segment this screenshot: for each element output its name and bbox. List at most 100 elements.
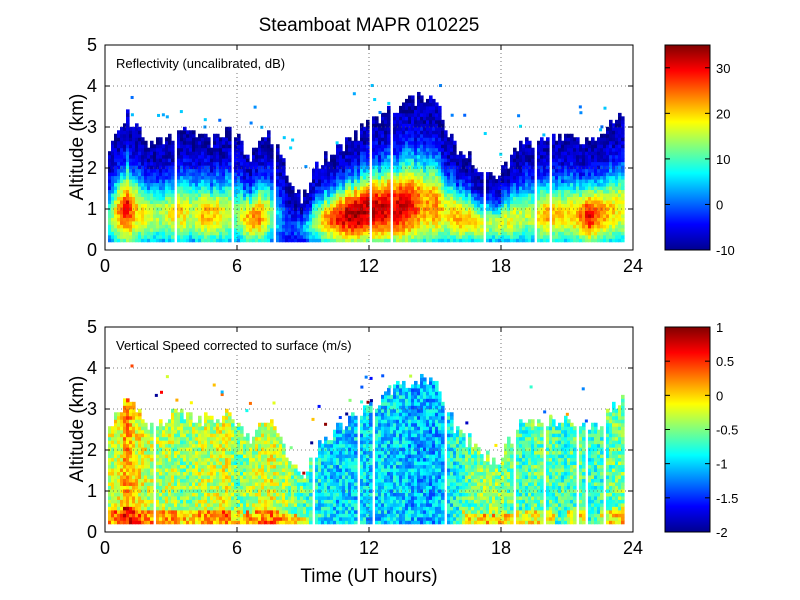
heatmap-cell	[561, 189, 565, 194]
heatmap-cell	[108, 492, 112, 497]
heatmap-cell	[240, 168, 244, 173]
heatmap-cell	[420, 147, 424, 152]
heatmap-cell	[186, 196, 190, 201]
heatmap-cell	[108, 461, 112, 466]
heatmap-cell	[579, 182, 583, 187]
heatmap-cell	[426, 196, 430, 201]
heatmap-cell	[612, 217, 616, 222]
heatmap-cell	[372, 161, 376, 166]
heatmap-cell	[228, 140, 232, 145]
heatmap-cell	[348, 179, 352, 184]
heatmap-cell	[462, 189, 466, 194]
heatmap-cell	[114, 175, 118, 180]
heatmap-cell	[399, 154, 403, 159]
heatmap-cell	[373, 98, 377, 102]
heatmap-cell	[330, 217, 334, 222]
heatmap-cell	[411, 161, 415, 166]
heatmap-cell	[132, 203, 136, 208]
heatmap-cell	[537, 140, 541, 145]
heatmap-cell	[198, 196, 202, 201]
heatmap-cell	[531, 238, 535, 243]
heatmap-cell	[417, 199, 421, 204]
heatmap-cell	[147, 203, 151, 208]
heatmap-cell	[483, 132, 487, 136]
heatmap-cell	[168, 224, 172, 229]
heatmap-cell	[162, 234, 166, 239]
heatmap-cell	[531, 154, 535, 159]
heatmap-cell	[354, 213, 358, 218]
heatmap-cell	[354, 154, 358, 159]
heatmap-cell	[600, 179, 604, 184]
heatmap-cell	[147, 182, 151, 187]
heatmap-cell	[423, 172, 427, 177]
heatmap-cell	[165, 189, 169, 194]
heatmap-cell	[396, 224, 400, 229]
heatmap-cell	[591, 147, 595, 152]
heatmap-cell	[264, 168, 268, 173]
heatmap-cell	[282, 161, 286, 166]
heatmap-cell	[186, 140, 190, 145]
heatmap-cell	[141, 196, 145, 201]
heatmap-cell	[588, 168, 592, 173]
heatmap-cell	[351, 161, 355, 166]
heatmap-cell	[432, 116, 436, 121]
heatmap-cell	[156, 193, 160, 197]
heatmap-cell	[375, 182, 379, 187]
heatmap-cell	[348, 231, 352, 236]
heatmap-cell	[237, 161, 241, 166]
heatmap-cell	[585, 182, 589, 187]
heatmap-cell	[558, 179, 562, 184]
heatmap-cell	[195, 234, 199, 239]
heatmap-cell	[399, 186, 403, 191]
heatmap-cell	[381, 123, 385, 128]
heatmap-cell	[465, 175, 469, 180]
heatmap-cell	[159, 206, 163, 211]
heatmap-cell	[180, 196, 184, 201]
heatmap-cell	[561, 196, 565, 201]
heatmap-cell	[276, 238, 280, 243]
heatmap-cell	[150, 231, 154, 236]
heatmap-cell	[183, 203, 187, 208]
heatmap-cell	[219, 217, 223, 222]
heatmap-cell	[249, 172, 253, 177]
heatmap-cell	[453, 231, 457, 236]
heatmap-cell	[439, 84, 443, 88]
heatmap-cell	[504, 227, 508, 232]
heatmap-cell	[579, 220, 583, 225]
heatmap-cell	[303, 206, 307, 211]
heatmap-cell	[441, 231, 445, 236]
heatmap-cell	[111, 447, 115, 452]
heatmap-cell	[288, 220, 292, 225]
heatmap-cell	[540, 140, 544, 145]
heatmap-cell	[120, 231, 124, 236]
heatmap-cell	[123, 144, 127, 149]
heatmap-cell	[108, 509, 112, 514]
heatmap-cell	[507, 231, 511, 236]
heatmap-cell	[420, 140, 424, 145]
heatmap-cell	[246, 193, 250, 197]
heatmap-cell	[399, 144, 403, 149]
heatmap-cell	[408, 158, 412, 163]
heatmap-cell	[330, 172, 334, 177]
heatmap-cell	[135, 165, 139, 170]
heatmap-cell	[264, 231, 268, 236]
heatmap-cell	[288, 193, 292, 197]
heatmap-cell	[336, 161, 340, 166]
heatmap-cell	[489, 193, 493, 197]
heatmap-cell	[180, 199, 184, 204]
heatmap-cell	[324, 179, 328, 184]
heatmap-cell	[372, 196, 376, 201]
heatmap-cell	[480, 224, 484, 229]
heatmap-cell	[360, 182, 364, 187]
heatmap-cell	[561, 161, 565, 166]
heatmap-cell	[411, 199, 415, 204]
heatmap-cell	[126, 196, 130, 201]
heatmap-cell	[195, 144, 199, 149]
heatmap-cell	[330, 220, 334, 225]
heatmap-cell	[150, 199, 154, 204]
heatmap-cell	[420, 210, 424, 215]
heatmap-cell	[594, 158, 598, 163]
heatmap-cell	[168, 210, 172, 215]
heatmap-cell	[255, 193, 259, 197]
heatmap-cell	[618, 137, 622, 142]
